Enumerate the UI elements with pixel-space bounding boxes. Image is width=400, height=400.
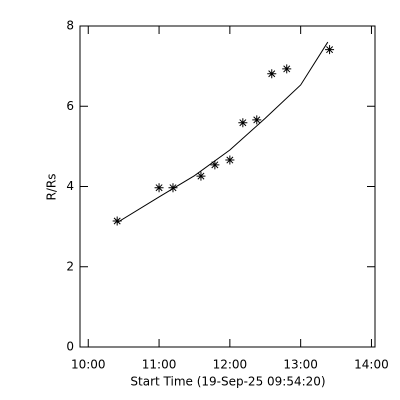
data-point	[154, 183, 164, 193]
asterisk	[238, 118, 248, 128]
x-tick-label: 11:00	[142, 358, 177, 372]
asterisk	[112, 216, 122, 226]
fit-curve	[116, 41, 329, 224]
x-tick-label: 12:00	[213, 358, 248, 372]
data-point	[238, 118, 248, 128]
x-tick-label: 13:00	[283, 358, 318, 372]
asterisk	[154, 183, 164, 193]
asterisk	[267, 69, 277, 79]
y-axis-label: R/Rs	[45, 174, 59, 201]
data-point	[210, 160, 220, 170]
data-point	[196, 171, 206, 181]
data-point	[225, 155, 235, 165]
x-tick-label: 14:00	[354, 358, 389, 372]
data-point	[267, 69, 277, 79]
data-point	[325, 45, 335, 55]
asterisk	[325, 45, 335, 55]
asterisk	[210, 160, 220, 170]
x-axis-label: Start Time (19-Sep-25 09:54:20)	[130, 375, 325, 389]
data-point	[282, 64, 292, 74]
asterisk	[168, 183, 178, 193]
asterisk	[196, 171, 206, 181]
y-tick-label: 4	[66, 179, 74, 193]
data-point	[252, 115, 262, 125]
asterisk	[282, 64, 292, 74]
asterisk	[252, 115, 262, 125]
asterisk	[225, 155, 235, 165]
y-tick-label: 2	[66, 259, 74, 273]
x-tick-label: 10:00	[71, 358, 106, 372]
y-tick-label: 0	[66, 340, 74, 354]
y-tick-label: 8	[66, 19, 74, 33]
y-tick-label: 6	[66, 99, 74, 113]
data-point	[112, 216, 122, 226]
data-point	[168, 183, 178, 193]
plot-frame	[79, 25, 376, 348]
